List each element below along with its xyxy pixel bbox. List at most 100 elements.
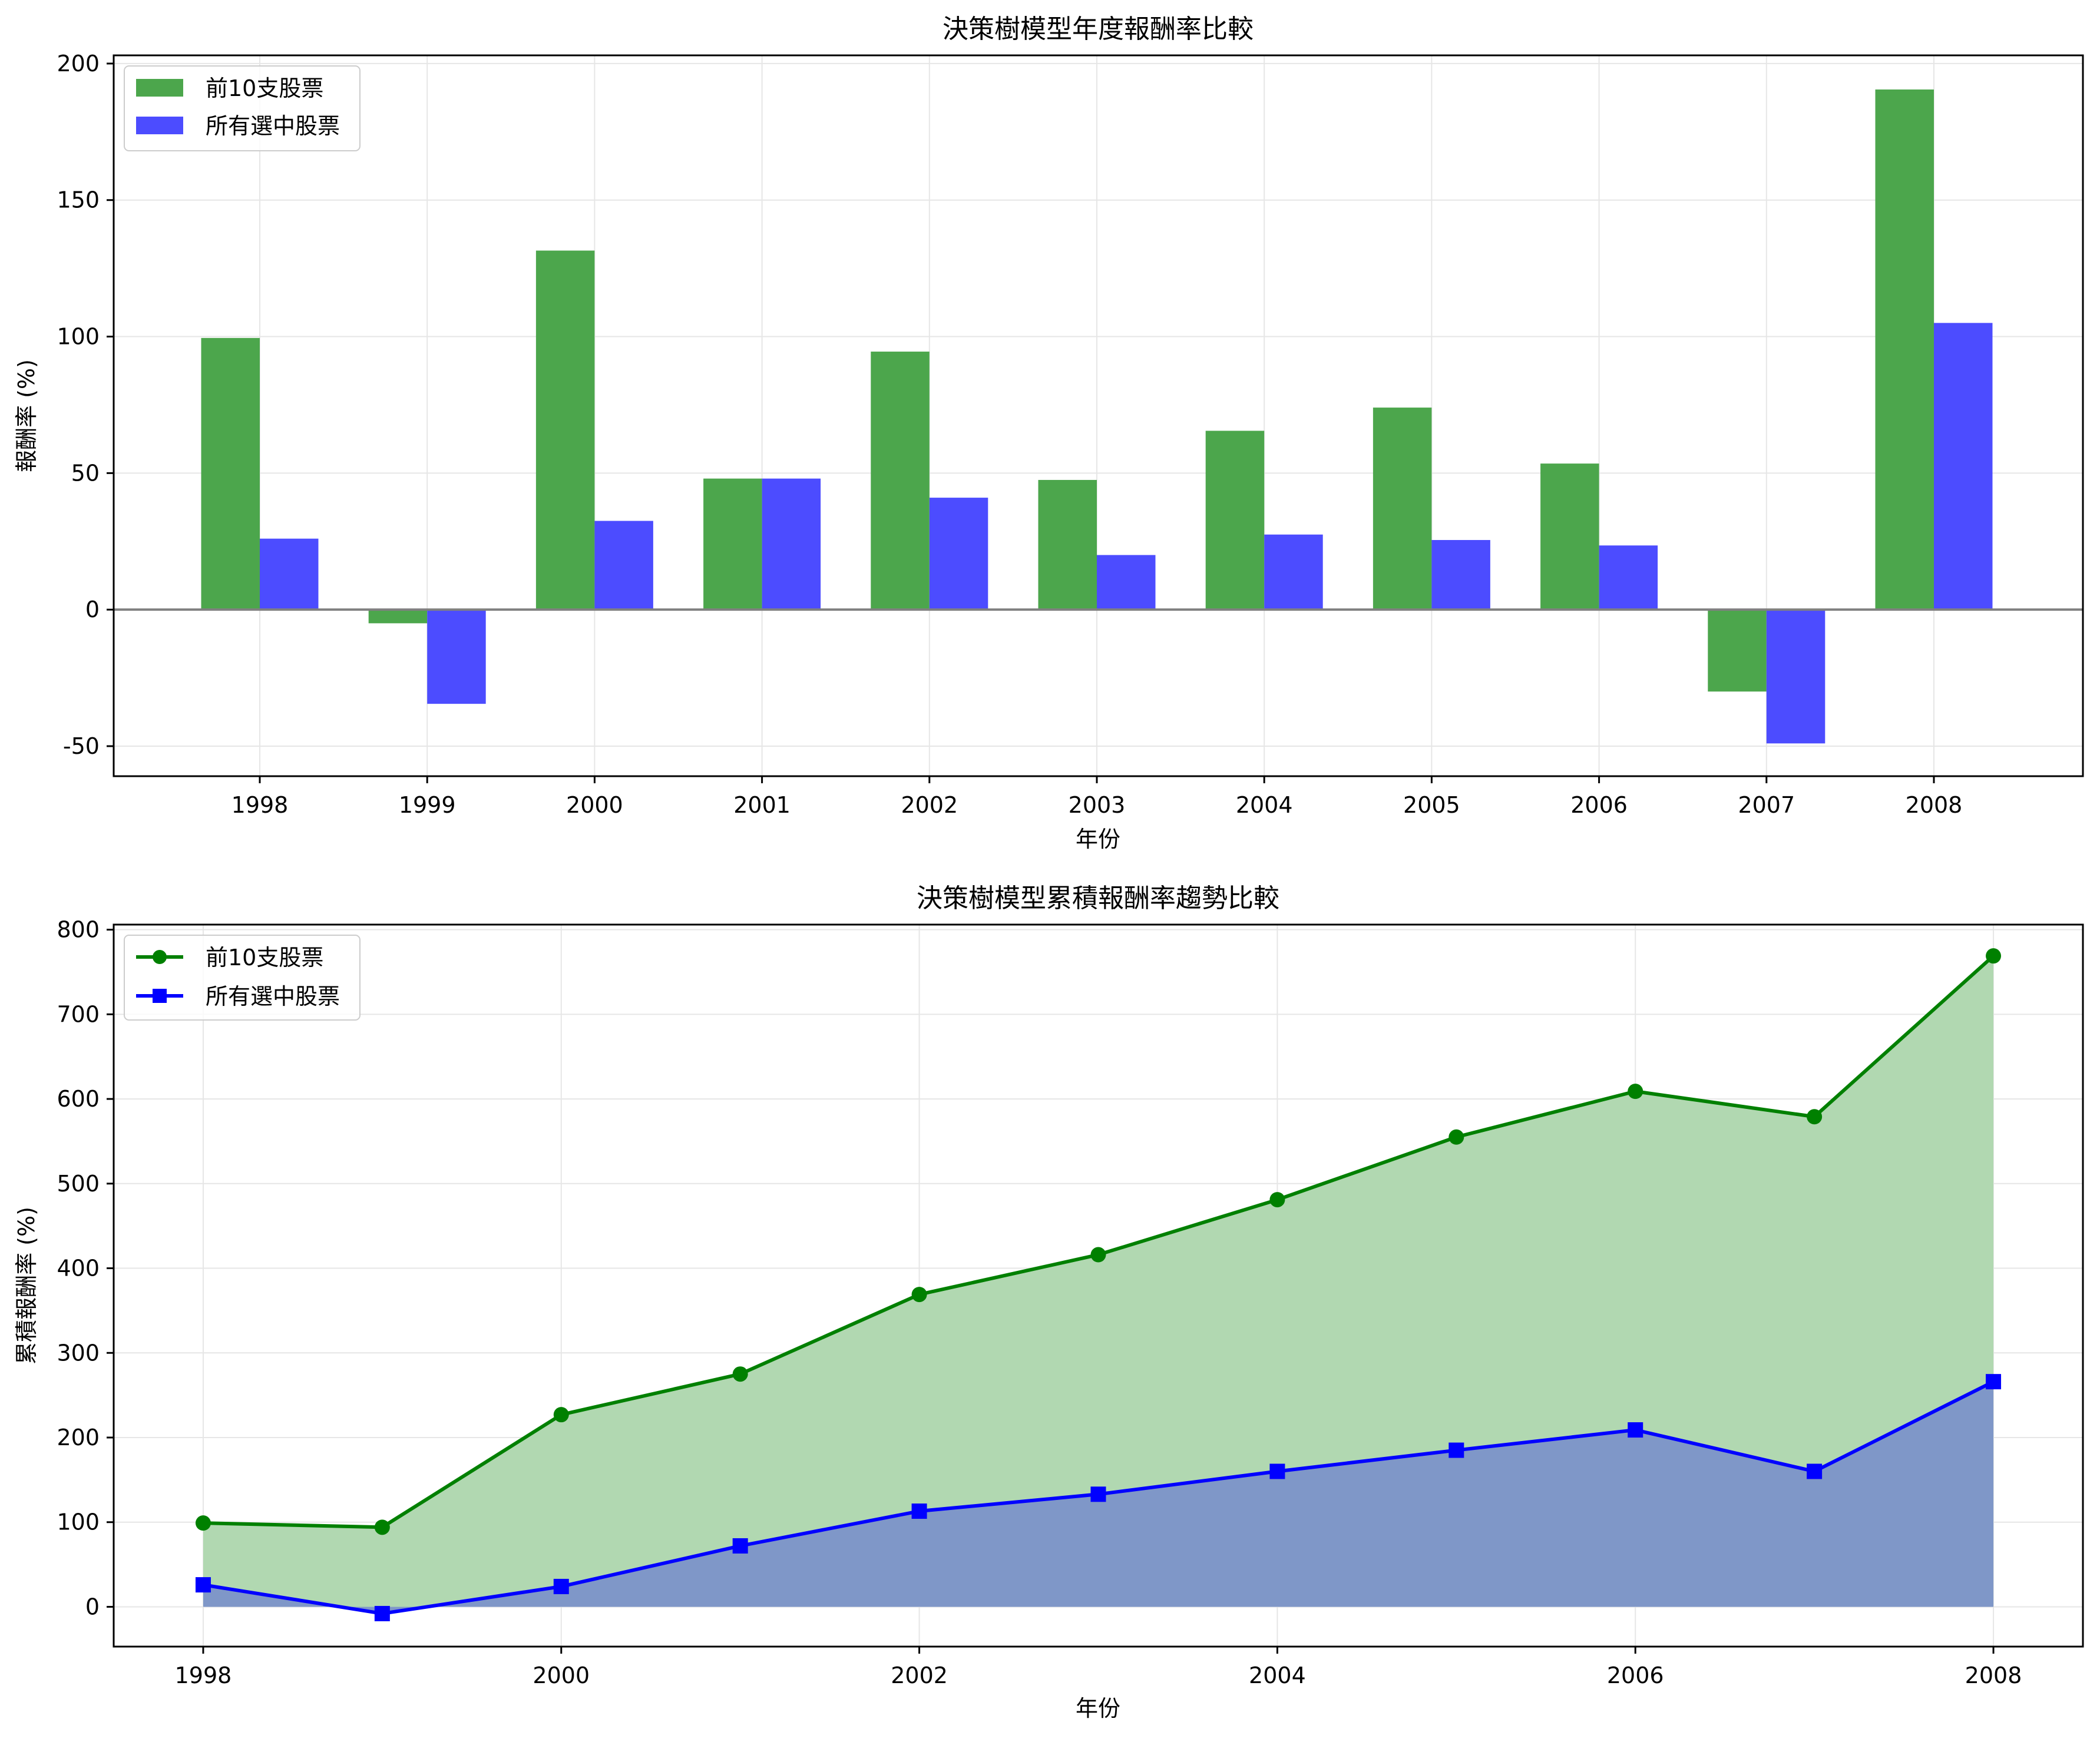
- bar-all-selected: [1097, 555, 1156, 610]
- legend-marker-top10: [153, 950, 167, 964]
- marker-top10: [732, 1366, 748, 1382]
- y-tick-label: 50: [71, 460, 100, 486]
- marker-all-selected: [195, 1577, 211, 1593]
- x-tick-label: 2000: [533, 1662, 590, 1688]
- bar-top10: [703, 478, 762, 610]
- y-tick-label: 800: [57, 917, 100, 943]
- y-tick-label: 0: [85, 597, 100, 622]
- bar-top10: [1708, 610, 1767, 692]
- y-tick-label: 600: [57, 1086, 100, 1112]
- legend-label-top10: 前10支股票: [206, 75, 323, 101]
- bar-all-selected: [1766, 610, 1825, 744]
- marker-top10: [374, 1519, 390, 1535]
- x-ticks: 1998 2000 2002 2004 2006 2008: [175, 1647, 2022, 1688]
- x-tick-label: 2002: [901, 792, 958, 818]
- y-tick-label: 100: [57, 324, 100, 350]
- legend-swatch-top10: [136, 79, 183, 97]
- bar-top10: [1875, 89, 1934, 610]
- marker-top10: [195, 1515, 211, 1531]
- x-tick-label: 1998: [175, 1662, 232, 1688]
- bar-all-selected: [427, 610, 486, 704]
- bar-top10: [201, 337, 260, 610]
- marker-all-selected: [553, 1578, 569, 1594]
- bar-top10: [535, 250, 595, 610]
- x-axis-label: 年份: [1076, 826, 1120, 852]
- x-tick-label: 2002: [891, 1662, 948, 1688]
- legend-label-top10: 前10支股票: [206, 945, 323, 971]
- bar-all-selected: [929, 498, 988, 610]
- x-tick-label: 2003: [1069, 792, 1126, 818]
- marker-top10: [911, 1287, 927, 1303]
- bar-all-selected: [762, 478, 821, 610]
- cumulative-return-line-chart: 0 100 200 300 400 500 600 700 800 1998 2000 2002 20…: [14, 883, 2084, 1721]
- marker-all-selected: [1986, 1374, 2002, 1390]
- x-ticks: 1998 1999 2000 2001 2002 2003 2004 2005 2006 2007…: [232, 776, 1963, 818]
- marker-all-selected: [911, 1503, 927, 1519]
- marker-top10: [1807, 1109, 1823, 1125]
- y-tick-label: 200: [57, 51, 100, 77]
- y-tick-label: 200: [57, 1425, 100, 1450]
- x-tick-label: 2008: [1906, 792, 1963, 818]
- y-tick-label: 500: [57, 1171, 100, 1197]
- x-tick-label: 2001: [733, 792, 791, 818]
- y-tick-label: -50: [63, 733, 100, 759]
- marker-all-selected: [1628, 1422, 1643, 1438]
- bar-top10: [1038, 479, 1097, 610]
- chart-title: 決策樹模型累積報酬率趨勢比較: [917, 883, 1279, 913]
- x-tick-label: 2008: [1965, 1662, 2022, 1688]
- legend: 前10支股票 所有選中股票: [124, 935, 361, 1021]
- bar-top10: [871, 352, 930, 610]
- x-tick-label: 2004: [1249, 1662, 1306, 1688]
- y-tick-label: 150: [57, 187, 100, 213]
- marker-top10: [1269, 1192, 1285, 1208]
- bar-top10: [1205, 430, 1265, 610]
- y-ticks: -50 0 50 100 150 200: [57, 51, 114, 759]
- bar-all-selected: [1934, 323, 1993, 610]
- marker-top10: [1986, 948, 2002, 964]
- x-tick-label: 1999: [399, 792, 456, 818]
- markers: [195, 948, 2002, 1621]
- legend-label-all: 所有選中股票: [206, 113, 340, 139]
- bar-all-selected: [260, 538, 319, 610]
- marker-all-selected: [1269, 1463, 1285, 1479]
- x-tick-label: 2004: [1236, 792, 1293, 818]
- legend-swatch-all: [136, 117, 183, 134]
- x-tick-label: 2000: [566, 792, 623, 818]
- legend-marker-all: [153, 989, 167, 1003]
- bars: [201, 89, 1993, 744]
- axes-frame: [113, 54, 2084, 777]
- marker-all-selected: [374, 1605, 390, 1621]
- y-axis-label: 報酬率 (%): [14, 359, 39, 472]
- legend-label-all: 所有選中股票: [206, 983, 340, 1009]
- bar-all-selected: [594, 521, 653, 610]
- marker-all-selected: [1807, 1463, 1823, 1479]
- bar-all-selected: [1599, 545, 1658, 610]
- bar-top10: [1373, 408, 1432, 610]
- bar-top10: [368, 610, 428, 624]
- marker-all-selected: [732, 1538, 748, 1554]
- y-tick-label: 700: [57, 1001, 100, 1027]
- marker-all-selected: [1448, 1442, 1464, 1458]
- y-axis-label: 累積報酬率 (%): [14, 1207, 39, 1365]
- chart-title: 決策樹模型年度報酬率比較: [942, 14, 1254, 44]
- x-tick-label: 2005: [1403, 792, 1460, 818]
- marker-top10: [553, 1407, 569, 1423]
- y-tick-label: 100: [57, 1509, 100, 1535]
- x-tick-label: 2006: [1607, 1662, 1664, 1688]
- x-tick-label: 1998: [232, 792, 289, 818]
- bar-all-selected: [1431, 539, 1490, 610]
- x-tick-label: 2006: [1570, 792, 1628, 818]
- axes-frame: [113, 923, 2084, 1648]
- marker-top10: [1090, 1247, 1106, 1263]
- bar-top10: [1540, 463, 1599, 610]
- marker-top10: [1628, 1084, 1643, 1099]
- x-tick-label: 2007: [1738, 792, 1795, 818]
- marker-all-selected: [1090, 1486, 1106, 1502]
- bar-all-selected: [1264, 534, 1323, 610]
- y-tick-label: 300: [57, 1340, 100, 1366]
- y-tick-label: 400: [57, 1256, 100, 1281]
- marker-top10: [1448, 1129, 1464, 1145]
- legend: 前10支股票 所有選中股票: [124, 65, 361, 151]
- y-ticks: 0 100 200 300 400 500 600 700 800: [57, 917, 114, 1620]
